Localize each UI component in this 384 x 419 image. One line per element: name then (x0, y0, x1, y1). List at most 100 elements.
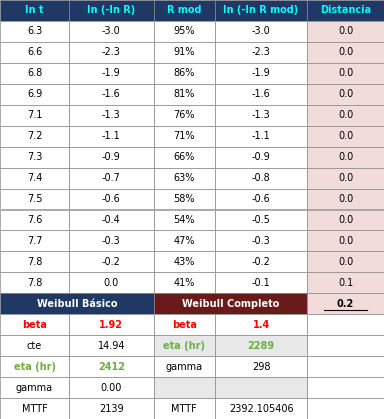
Text: beta: beta (22, 320, 47, 330)
Text: In t: In t (25, 5, 44, 16)
Text: -0.1: -0.1 (252, 278, 270, 288)
Bar (215, 272, 307, 293)
Text: 0.0: 0.0 (338, 47, 353, 57)
Bar (0, 377, 69, 398)
Text: gamma: gamma (166, 362, 203, 372)
Bar (215, 251, 307, 272)
Text: 1.4: 1.4 (253, 320, 270, 330)
Text: 0.0: 0.0 (338, 89, 353, 99)
Bar (0, 314, 69, 335)
Bar (215, 230, 307, 251)
Text: -0.8: -0.8 (252, 173, 270, 183)
Text: 95%: 95% (174, 26, 195, 36)
Text: -1.3: -1.3 (252, 110, 270, 120)
Text: 0.2: 0.2 (337, 299, 354, 309)
Bar (307, 21, 384, 42)
Bar (154, 21, 215, 42)
Bar (69, 314, 154, 335)
Bar (69, 168, 154, 189)
Bar (215, 168, 307, 189)
Text: -1.9: -1.9 (252, 68, 270, 78)
Text: 7.2: 7.2 (27, 131, 42, 141)
Bar (0, 126, 69, 147)
Text: -0.6: -0.6 (252, 194, 270, 204)
Bar (154, 230, 215, 251)
Text: -0.9: -0.9 (252, 152, 270, 162)
Bar (0, 105, 69, 126)
Text: 66%: 66% (174, 152, 195, 162)
Text: 6.6: 6.6 (27, 47, 42, 57)
Bar (154, 126, 215, 147)
Bar (154, 168, 215, 189)
Text: 0.0: 0.0 (338, 131, 353, 141)
Bar (215, 210, 307, 230)
Bar (154, 251, 215, 272)
Bar (0, 168, 69, 189)
Bar (0, 21, 69, 42)
Text: 71%: 71% (174, 131, 195, 141)
Text: 2289: 2289 (248, 341, 275, 351)
Text: 1.92: 1.92 (99, 320, 123, 330)
Bar (215, 0, 307, 21)
Bar (0, 356, 69, 377)
Bar (69, 251, 154, 272)
Text: Weibull Completo: Weibull Completo (182, 299, 279, 309)
Text: -0.7: -0.7 (102, 173, 121, 183)
Bar (307, 126, 384, 147)
Bar (215, 356, 307, 377)
Text: Distancia: Distancia (320, 5, 371, 16)
Bar (0, 272, 69, 293)
Text: 2392.105406: 2392.105406 (229, 403, 293, 414)
Bar (69, 84, 154, 105)
Bar (307, 272, 384, 293)
Bar (69, 210, 154, 230)
Text: 6.8: 6.8 (27, 68, 42, 78)
Bar (154, 272, 215, 293)
Text: 0.1: 0.1 (338, 278, 353, 288)
Text: -1.1: -1.1 (102, 131, 121, 141)
Text: -1.6: -1.6 (252, 89, 270, 99)
Bar (0, 147, 69, 168)
Bar (0, 63, 69, 84)
Bar (307, 230, 384, 251)
Bar (307, 0, 384, 21)
Bar (154, 105, 215, 126)
Text: 0.0: 0.0 (338, 257, 353, 267)
Text: 91%: 91% (174, 47, 195, 57)
Text: eta (hr): eta (hr) (163, 341, 205, 351)
Bar (69, 398, 154, 419)
Bar (215, 377, 307, 398)
Bar (69, 377, 154, 398)
Bar (154, 147, 215, 168)
Text: 6.9: 6.9 (27, 89, 42, 99)
Bar (215, 126, 307, 147)
Bar (69, 105, 154, 126)
Text: MTTF: MTTF (22, 403, 48, 414)
Text: -0.2: -0.2 (102, 257, 121, 267)
Text: 298: 298 (252, 362, 270, 372)
Text: 76%: 76% (174, 110, 195, 120)
Text: beta: beta (172, 320, 197, 330)
Bar (215, 63, 307, 84)
Text: -1.9: -1.9 (102, 68, 121, 78)
Bar (69, 147, 154, 168)
Text: -1.3: -1.3 (102, 110, 121, 120)
Bar (215, 189, 307, 210)
Bar (215, 21, 307, 42)
Text: -0.2: -0.2 (252, 257, 271, 267)
Text: 7.5: 7.5 (27, 194, 42, 204)
Bar (307, 251, 384, 272)
Bar (0, 210, 69, 230)
Text: -3.0: -3.0 (252, 26, 270, 36)
Text: 0.0: 0.0 (338, 152, 353, 162)
Bar (69, 21, 154, 42)
Bar (69, 230, 154, 251)
Text: 7.4: 7.4 (27, 173, 42, 183)
Bar (0, 398, 69, 419)
Bar (215, 398, 307, 419)
Bar (307, 189, 384, 210)
Text: 6.3: 6.3 (27, 26, 42, 36)
Text: -1.6: -1.6 (102, 89, 121, 99)
Text: 7.8: 7.8 (27, 278, 42, 288)
Text: MTTF: MTTF (171, 403, 197, 414)
